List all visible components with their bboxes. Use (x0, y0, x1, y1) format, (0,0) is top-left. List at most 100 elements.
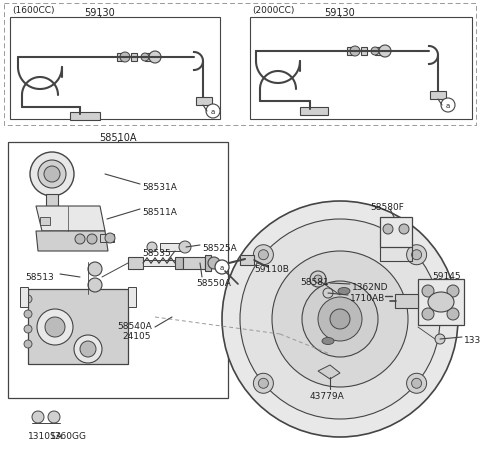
Circle shape (323, 288, 333, 299)
Bar (8, 143, 228, 398)
Bar (70, 113, 100, 121)
Bar (250, 18, 472, 120)
Text: 58580F: 58580F (370, 202, 404, 212)
Text: a: a (211, 109, 215, 115)
Circle shape (379, 46, 391, 58)
Circle shape (253, 245, 274, 265)
Bar (361, 48, 367, 56)
Circle shape (253, 373, 274, 393)
Text: 59110B: 59110B (254, 264, 289, 273)
Circle shape (87, 235, 97, 244)
Circle shape (75, 235, 85, 244)
Circle shape (371, 48, 379, 56)
Text: 59130: 59130 (324, 8, 355, 18)
Bar (145, 54, 151, 62)
Circle shape (399, 225, 409, 235)
Bar (175, 258, 183, 269)
Circle shape (24, 340, 32, 348)
Circle shape (422, 285, 434, 297)
Bar (20, 287, 28, 307)
Text: 58511A: 58511A (142, 207, 177, 216)
Bar (430, 92, 446, 100)
Circle shape (38, 161, 66, 189)
Bar (160, 244, 182, 252)
Text: 58581: 58581 (300, 277, 329, 286)
Text: 58535: 58535 (143, 249, 171, 258)
Circle shape (422, 308, 434, 320)
Circle shape (240, 220, 440, 419)
Circle shape (74, 335, 102, 363)
Text: (2000CC): (2000CC) (252, 6, 294, 15)
Circle shape (24, 310, 32, 318)
Circle shape (350, 47, 360, 57)
Bar (183, 258, 205, 269)
Bar (128, 287, 136, 307)
Text: a: a (220, 264, 224, 271)
Bar (300, 108, 328, 116)
Circle shape (447, 285, 459, 297)
Polygon shape (318, 365, 340, 379)
Circle shape (383, 225, 393, 235)
Circle shape (215, 260, 229, 274)
Circle shape (105, 234, 115, 244)
Text: 43779A: 43779A (310, 391, 345, 400)
Ellipse shape (338, 288, 350, 295)
Text: 1310SA: 1310SA (28, 431, 63, 440)
Ellipse shape (428, 292, 454, 312)
Text: 1339GA: 1339GA (464, 335, 480, 344)
Text: 58525A: 58525A (202, 244, 237, 253)
Text: 58531A: 58531A (142, 183, 177, 192)
Circle shape (45, 318, 65, 337)
Bar (395, 295, 418, 308)
Circle shape (44, 166, 60, 183)
Bar (117, 54, 123, 62)
Text: 59130: 59130 (84, 8, 115, 18)
Circle shape (258, 250, 268, 260)
Text: 1360GG: 1360GG (50, 431, 87, 440)
Text: 24105: 24105 (122, 331, 151, 340)
Circle shape (141, 54, 149, 62)
Text: 58550A: 58550A (196, 278, 231, 287)
Circle shape (32, 411, 44, 423)
Circle shape (206, 105, 220, 119)
Circle shape (407, 245, 427, 265)
Text: 59145: 59145 (432, 272, 461, 281)
Polygon shape (36, 207, 105, 231)
Text: a: a (446, 103, 450, 109)
Bar (196, 98, 212, 106)
Bar (40, 217, 50, 226)
Bar (347, 48, 353, 56)
Bar (28, 290, 128, 364)
Circle shape (330, 309, 350, 329)
Bar (128, 258, 143, 269)
Circle shape (272, 252, 408, 387)
Text: 58540A: 58540A (117, 321, 152, 330)
Circle shape (208, 258, 220, 269)
Circle shape (147, 243, 157, 253)
Circle shape (258, 378, 268, 388)
Circle shape (222, 202, 458, 437)
Circle shape (412, 250, 421, 260)
Bar (380, 217, 412, 248)
Circle shape (80, 341, 96, 357)
Circle shape (314, 276, 322, 283)
Bar (131, 54, 137, 62)
Circle shape (48, 411, 60, 423)
Circle shape (24, 325, 32, 333)
Circle shape (88, 262, 102, 276)
Bar (4, 4, 476, 126)
Ellipse shape (322, 338, 334, 345)
Circle shape (302, 281, 378, 357)
Circle shape (24, 295, 32, 304)
Bar (418, 279, 464, 325)
Circle shape (179, 241, 191, 253)
Polygon shape (36, 231, 108, 252)
Circle shape (447, 308, 459, 320)
Bar (143, 260, 175, 267)
Bar (100, 235, 114, 243)
Circle shape (441, 99, 455, 113)
Text: 1362ND: 1362ND (352, 282, 388, 291)
Bar (10, 18, 220, 120)
Circle shape (407, 373, 427, 393)
Circle shape (30, 152, 74, 197)
